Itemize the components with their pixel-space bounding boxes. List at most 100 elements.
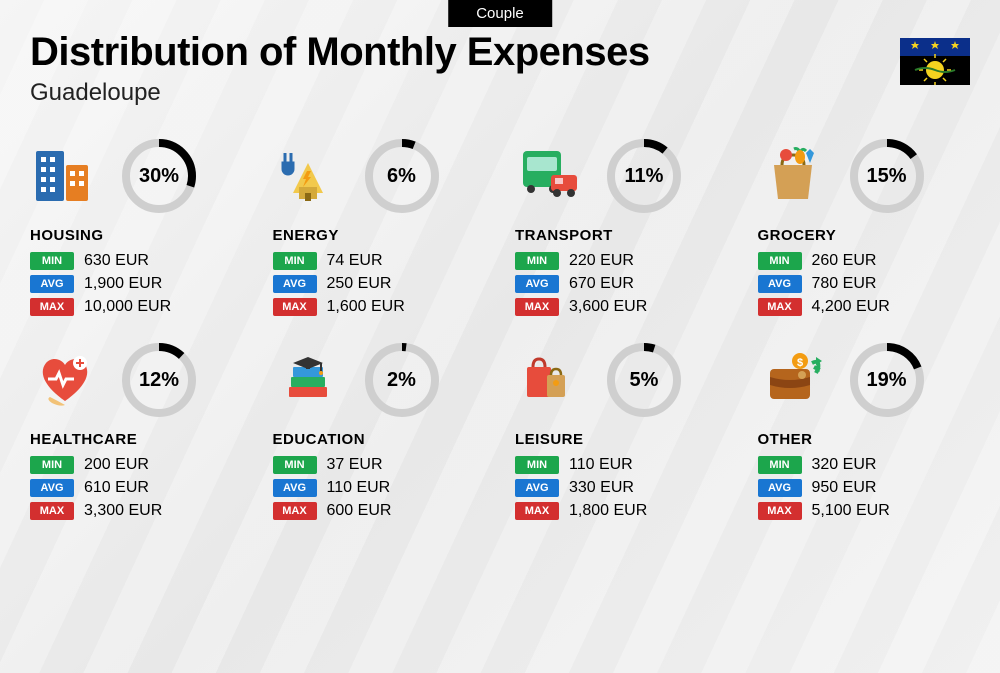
min-badge: MIN	[758, 252, 802, 270]
max-badge: MAX	[30, 298, 74, 316]
avg-badge: AVG	[30, 479, 74, 497]
transport-icon	[515, 145, 585, 207]
percent-label: 5%	[605, 341, 683, 419]
avg-badge: AVG	[758, 275, 802, 293]
category-card: 15% GROCERY MIN 260 EUR AVG 780 EUR MAX …	[758, 137, 971, 321]
stat-max: MAX 1,800 EUR	[515, 502, 728, 520]
stat-min: MIN 630 EUR	[30, 252, 243, 270]
stat-avg: AVG 1,900 EUR	[30, 275, 243, 293]
stat-min: MIN 37 EUR	[273, 456, 486, 474]
percent-label: 11%	[605, 137, 683, 215]
percent-donut: 12%	[120, 341, 198, 419]
max-badge: MAX	[515, 298, 559, 316]
percent-label: 15%	[848, 137, 926, 215]
grocery-icon	[758, 145, 828, 207]
category-name: HEALTHCARE	[30, 431, 243, 448]
max-value: 10,000 EUR	[84, 298, 171, 316]
percent-label: 6%	[363, 137, 441, 215]
avg-badge: AVG	[758, 479, 802, 497]
stat-avg: AVG 950 EUR	[758, 479, 971, 497]
category-name: EDUCATION	[273, 431, 486, 448]
percent-label: 2%	[363, 341, 441, 419]
stat-min: MIN 200 EUR	[30, 456, 243, 474]
percent-label: 30%	[120, 137, 198, 215]
max-badge: MAX	[30, 502, 74, 520]
min-value: 630 EUR	[84, 252, 149, 270]
max-badge: MAX	[515, 502, 559, 520]
percent-label: 19%	[848, 341, 926, 419]
category-name: OTHER	[758, 431, 971, 448]
stat-avg: AVG 250 EUR	[273, 275, 486, 293]
percent-donut: 30%	[120, 137, 198, 215]
avg-badge: AVG	[30, 275, 74, 293]
svg-text:$: $	[796, 357, 802, 369]
categories-grid: 30% HOUSING MIN 630 EUR AVG 1,900 EUR MA…	[0, 117, 1000, 555]
min-badge: MIN	[273, 252, 317, 270]
stat-avg: AVG 780 EUR	[758, 275, 971, 293]
max-value: 4,200 EUR	[812, 298, 890, 316]
stat-min: MIN 74 EUR	[273, 252, 486, 270]
avg-value: 670 EUR	[569, 275, 634, 293]
max-value: 1,800 EUR	[569, 502, 647, 520]
percent-label: 12%	[120, 341, 198, 419]
avg-badge: AVG	[273, 275, 317, 293]
stat-avg: AVG 110 EUR	[273, 479, 486, 497]
percent-donut: 2%	[363, 341, 441, 419]
avg-value: 110 EUR	[327, 479, 391, 497]
min-badge: MIN	[30, 252, 74, 270]
stat-max: MAX 3,600 EUR	[515, 298, 728, 316]
stat-avg: AVG 670 EUR	[515, 275, 728, 293]
percent-donut: 11%	[605, 137, 683, 215]
stat-min: MIN 220 EUR	[515, 252, 728, 270]
stat-avg: AVG 610 EUR	[30, 479, 243, 497]
education-icon	[273, 349, 343, 411]
min-value: 220 EUR	[569, 252, 634, 270]
max-value: 5,100 EUR	[812, 502, 890, 520]
percent-donut: 15%	[848, 137, 926, 215]
region-subtitle: Guadeloupe	[30, 79, 970, 107]
avg-value: 950 EUR	[812, 479, 877, 497]
min-badge: MIN	[758, 456, 802, 474]
percent-donut: 6%	[363, 137, 441, 215]
category-card: 30% HOUSING MIN 630 EUR AVG 1,900 EUR MA…	[30, 137, 243, 321]
min-value: 320 EUR	[812, 456, 877, 474]
healthcare-icon	[30, 349, 100, 411]
page-title: Distribution of Monthly Expenses	[30, 30, 970, 75]
category-card: 2% EDUCATION MIN 37 EUR AVG 110 EUR MAX …	[273, 341, 486, 525]
housing-icon	[30, 145, 100, 207]
min-badge: MIN	[515, 456, 559, 474]
category-card: $ 19% OTHER MIN 320 EUR AVG 950 EUR MAX …	[758, 341, 971, 525]
energy-icon	[273, 145, 343, 207]
stat-max: MAX 3,300 EUR	[30, 502, 243, 520]
min-badge: MIN	[515, 252, 559, 270]
percent-donut: 5%	[605, 341, 683, 419]
max-badge: MAX	[273, 298, 317, 316]
category-name: TRANSPORT	[515, 227, 728, 244]
category-name: HOUSING	[30, 227, 243, 244]
category-card: 11% TRANSPORT MIN 220 EUR AVG 670 EUR MA…	[515, 137, 728, 321]
avg-value: 1,900 EUR	[84, 275, 162, 293]
min-value: 110 EUR	[569, 456, 633, 474]
avg-value: 780 EUR	[812, 275, 877, 293]
category-name: GROCERY	[758, 227, 971, 244]
category-name: ENERGY	[273, 227, 486, 244]
min-value: 260 EUR	[812, 252, 877, 270]
avg-value: 250 EUR	[327, 275, 392, 293]
header: Distribution of Monthly Expenses Guadelo…	[0, 0, 1000, 117]
avg-badge: AVG	[273, 479, 317, 497]
max-badge: MAX	[273, 502, 317, 520]
other-icon: $	[758, 349, 828, 411]
stat-min: MIN 260 EUR	[758, 252, 971, 270]
category-card: 5% LEISURE MIN 110 EUR AVG 330 EUR MAX 1…	[515, 341, 728, 525]
max-value: 600 EUR	[327, 502, 392, 520]
category-card: 12% HEALTHCARE MIN 200 EUR AVG 610 EUR M…	[30, 341, 243, 525]
min-value: 74 EUR	[327, 252, 383, 270]
max-badge: MAX	[758, 502, 802, 520]
max-value: 1,600 EUR	[327, 298, 405, 316]
category-name: LEISURE	[515, 431, 728, 448]
avg-value: 330 EUR	[569, 479, 634, 497]
stat-max: MAX 5,100 EUR	[758, 502, 971, 520]
percent-donut: 19%	[848, 341, 926, 419]
stat-min: MIN 110 EUR	[515, 456, 728, 474]
min-value: 200 EUR	[84, 456, 149, 474]
